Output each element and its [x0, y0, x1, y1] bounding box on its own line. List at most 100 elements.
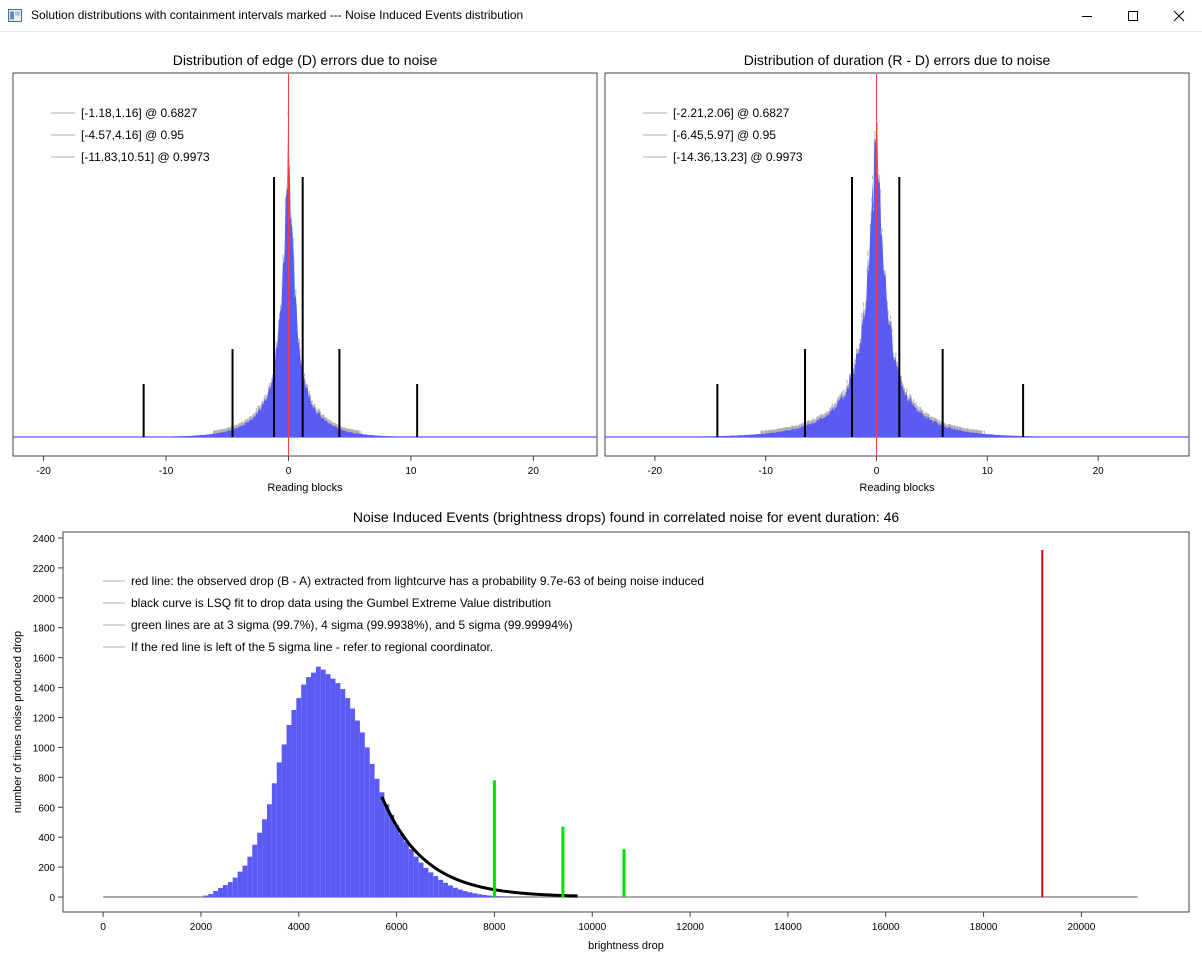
- x-tick-label: 10: [405, 466, 417, 477]
- histogram-bars: [605, 122, 1189, 437]
- histogram-bar: [423, 867, 429, 898]
- histogram-outline: [213, 111, 362, 434]
- minimize-button[interactable]: [1064, 0, 1110, 31]
- legend-entry-3: green lines are at 3 sigma (99.7%), 4 si…: [131, 618, 573, 632]
- y-tick-label: 0: [49, 893, 55, 904]
- histogram-bar: [320, 669, 326, 898]
- x-tick-label: 14000: [774, 922, 802, 933]
- x-axis-label: Reading blocks: [859, 482, 935, 494]
- histogram-bar: [257, 832, 263, 898]
- histogram-bar: [232, 877, 238, 898]
- histogram-bar: [428, 872, 434, 898]
- histogram-bar: [335, 683, 341, 898]
- window-title: Solution distributions with containment …: [31, 8, 524, 22]
- x-tick-label: -20: [36, 466, 51, 477]
- histogram-bar: [296, 698, 302, 898]
- histogram-bar: [379, 792, 385, 898]
- legend-entry-2: black curve is LSQ fit to drop data usin…: [131, 596, 551, 610]
- chart-title: Distribution of duration (R - D) errors …: [744, 52, 1051, 68]
- histogram-bar: [306, 677, 311, 898]
- y-tick-label: 400: [38, 833, 55, 844]
- histogram-bar: [433, 876, 439, 898]
- x-tick-label: 0: [100, 922, 106, 933]
- maximize-icon: [1128, 10, 1138, 21]
- histogram-bar: [291, 710, 297, 898]
- x-tick-label: -20: [648, 466, 663, 477]
- y-tick-label: 1400: [33, 684, 56, 695]
- minimize-icon: [1082, 15, 1092, 17]
- chart-title: Distribution of edge (D) errors due to n…: [173, 52, 438, 68]
- y-tick-label: 1200: [33, 714, 56, 725]
- legend-entry-3: [-14.36,13.23] @ 0.9973: [673, 150, 803, 164]
- histogram-bar: [345, 698, 351, 898]
- histogram-bar: [310, 672, 316, 898]
- histogram-bar: [203, 895, 209, 898]
- histogram-bar: [350, 708, 356, 898]
- histogram-bar: [408, 849, 414, 898]
- y-tick-label: 2200: [33, 564, 56, 575]
- histogram-bar: [399, 834, 404, 898]
- histogram-bar: [213, 891, 219, 898]
- y-tick-label: 1600: [33, 654, 56, 665]
- legend-entry-4: If the red line is left of the 5 sigma l…: [131, 640, 493, 654]
- x-tick-label: 4000: [288, 922, 311, 933]
- histogram-bar: [208, 894, 214, 898]
- x-tick-label: 20: [1093, 466, 1105, 477]
- histogram-bar: [271, 783, 277, 898]
- histogram-bar: [325, 674, 331, 898]
- x-tick-label: -10: [758, 466, 773, 477]
- histogram-bar: [394, 825, 400, 898]
- histogram-bar: [472, 893, 478, 898]
- histogram-bar: [237, 871, 243, 898]
- y-tick-label: 2000: [33, 594, 56, 605]
- legend-entry-3: [-11.83,10.51] @ 0.9973: [81, 150, 210, 164]
- legend-entry-1: [-1.18,1.16] @ 0.6827: [81, 106, 198, 120]
- chart-panel-duration: Distribution of duration (R - D) errors …: [604, 52, 1190, 494]
- x-tick-label: 20000: [1067, 922, 1095, 933]
- y-tick-label: 2400: [33, 534, 56, 545]
- histogram-bar: [247, 856, 253, 898]
- histogram-bar: [403, 841, 409, 898]
- x-tick-label: 16000: [872, 922, 900, 933]
- histogram-bar: [252, 844, 258, 898]
- chart-panel-drops: Noise Induced Events (brightness drops) …: [12, 509, 1190, 952]
- histogram-bar: [355, 720, 360, 898]
- maximize-button[interactable]: [1110, 0, 1156, 31]
- histogram-bar: [467, 892, 473, 898]
- histogram-bar: [364, 747, 370, 898]
- title-bar[interactable]: Solution distributions with containment …: [0, 0, 1202, 32]
- x-axis-label: Reading blocks: [267, 482, 343, 494]
- histogram-bar: [487, 895, 492, 898]
- close-icon: [1173, 10, 1185, 21]
- y-tick-label: 200: [38, 863, 55, 874]
- y-axis-label: number of times noise produced drop: [12, 631, 24, 813]
- y-tick-label: 1000: [33, 743, 56, 754]
- legend-entry-2: [-6.45,5.97] @ 0.95: [673, 128, 776, 142]
- legend-entry-1: [-2.21,2.06] @ 0.6827: [673, 106, 790, 120]
- legend-entry-1: red line: the observed drop (B - A) extr…: [131, 574, 704, 588]
- histogram-bar: [242, 865, 248, 898]
- histogram-bar: [447, 885, 453, 898]
- histogram-bar: [438, 879, 444, 898]
- x-tick-label: 8000: [483, 922, 506, 933]
- y-tick-label: 600: [38, 803, 55, 814]
- gumbel-fit-curve: [380, 796, 578, 898]
- histogram-bar: [266, 804, 272, 898]
- legend-entry-2: [-4.57,4.16] @ 0.95: [81, 128, 184, 142]
- histogram-bar: [315, 666, 321, 898]
- histogram-bar: [374, 778, 380, 898]
- close-button[interactable]: [1156, 0, 1202, 31]
- histogram-bar: [330, 678, 336, 898]
- x-axis-label: brightness drop: [588, 940, 664, 952]
- histogram-bar: [222, 885, 228, 898]
- histogram-bar: [477, 894, 483, 898]
- histogram-bar: [276, 762, 282, 898]
- histogram-bar: [369, 763, 375, 898]
- x-tick-label: 10000: [578, 922, 606, 933]
- plots-area: Distribution of edge (D) errors due to n…: [12, 52, 1190, 952]
- y-tick-label: 1800: [33, 624, 56, 635]
- histogram-outline: [760, 117, 985, 434]
- histogram-bar: [340, 689, 346, 898]
- chart-panel-edge: Distribution of edge (D) errors due to n…: [12, 52, 598, 494]
- x-tick-label: 2000: [190, 922, 213, 933]
